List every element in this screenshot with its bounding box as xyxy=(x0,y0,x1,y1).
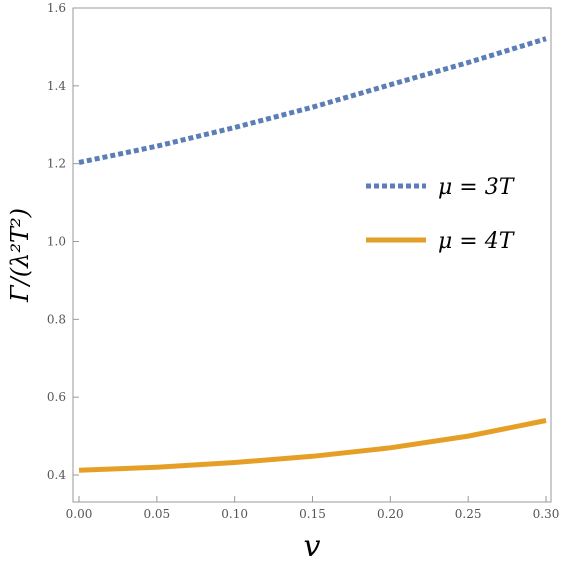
x-tick-label: 0.10 xyxy=(221,507,248,521)
x-axis-label: v xyxy=(304,529,321,564)
x-tick-label: 0.20 xyxy=(377,507,404,521)
y-tick-label: 1.6 xyxy=(47,1,66,15)
series-line-2 xyxy=(78,418,547,473)
x-tick-label: 0.25 xyxy=(455,507,482,521)
y-tick-label: 0.4 xyxy=(47,468,66,482)
y-axis-label: Γ/(λ²T²) xyxy=(6,208,34,303)
y-tick-label: 1.0 xyxy=(47,235,66,249)
y-tick-label: 1.2 xyxy=(47,157,66,171)
legend: μ = 3T μ = 4T xyxy=(366,175,516,254)
y-tick-label: 1.4 xyxy=(47,79,66,93)
y-tick-label: 0.8 xyxy=(47,312,66,326)
legend-label-2: μ = 4T xyxy=(438,229,516,254)
x-tick-label: 0.00 xyxy=(66,507,93,521)
x-tick-label: 0.05 xyxy=(143,507,170,521)
plot-frame xyxy=(72,7,552,503)
x-tick-label: 0.30 xyxy=(533,507,560,521)
series-layer xyxy=(78,36,547,473)
x-axis: 0.00 0.05 0.10 0.15 0.20 0.25 0.30 xyxy=(66,496,560,521)
series-line-1 xyxy=(78,36,547,165)
y-axis: 0.4 0.6 0.8 1.0 1.2 1.4 1.6 xyxy=(47,1,79,482)
legend-label-1: μ = 3T xyxy=(438,175,516,200)
x-tick-label: 0.15 xyxy=(299,507,326,521)
y-tick-label: 0.6 xyxy=(47,390,66,404)
